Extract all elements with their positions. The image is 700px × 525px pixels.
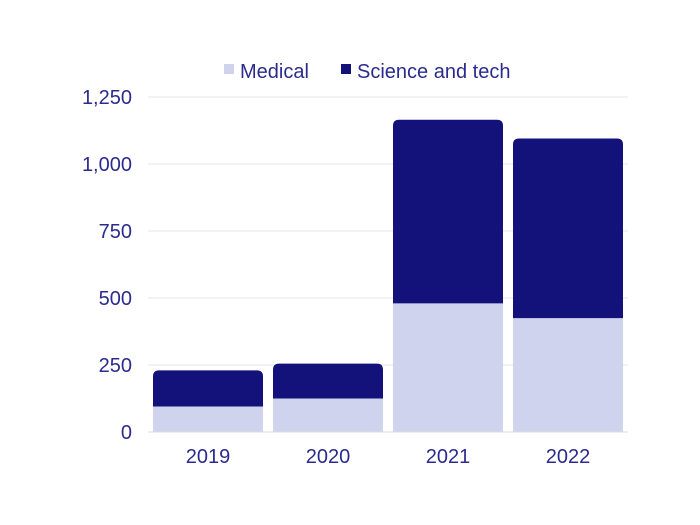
legend-swatch-medical	[224, 64, 234, 74]
x-tick-label: 2020	[306, 446, 351, 468]
legend-label-science-and-tech: Science and tech	[357, 61, 510, 83]
legend-swatch-science-and-tech	[341, 64, 351, 74]
x-tick-label: 2019	[186, 446, 231, 468]
legend-label-medical: Medical	[240, 61, 309, 83]
x-tick-label: 2022	[546, 446, 591, 468]
bar-2021-medical	[393, 303, 503, 432]
y-tick-label: 1,250	[82, 87, 132, 109]
bars	[153, 119, 623, 432]
y-tick-label: 500	[99, 288, 132, 310]
legend: Medical Science and tech	[224, 61, 510, 83]
bar-2021-science-and-tech	[393, 119, 503, 304]
y-axis: 0 250 500 750 1,000 1,250	[82, 87, 132, 444]
x-axis: 2019 2020 2021 2022	[148, 431, 628, 468]
bar-2019-science-and-tech	[153, 370, 263, 407]
bar-2019-medical	[153, 406, 263, 432]
bar-2022-science-and-tech	[513, 138, 623, 319]
y-tick-label: 0	[121, 422, 132, 444]
y-tick-label: 750	[99, 221, 132, 243]
bar-2020-science-and-tech	[273, 363, 383, 399]
bar-2022-medical	[513, 318, 623, 432]
y-tick-label: 1,000	[82, 154, 132, 176]
x-tick-label: 2021	[426, 446, 471, 468]
y-tick-label: 250	[99, 355, 132, 377]
bar-2020-medical	[273, 398, 383, 432]
